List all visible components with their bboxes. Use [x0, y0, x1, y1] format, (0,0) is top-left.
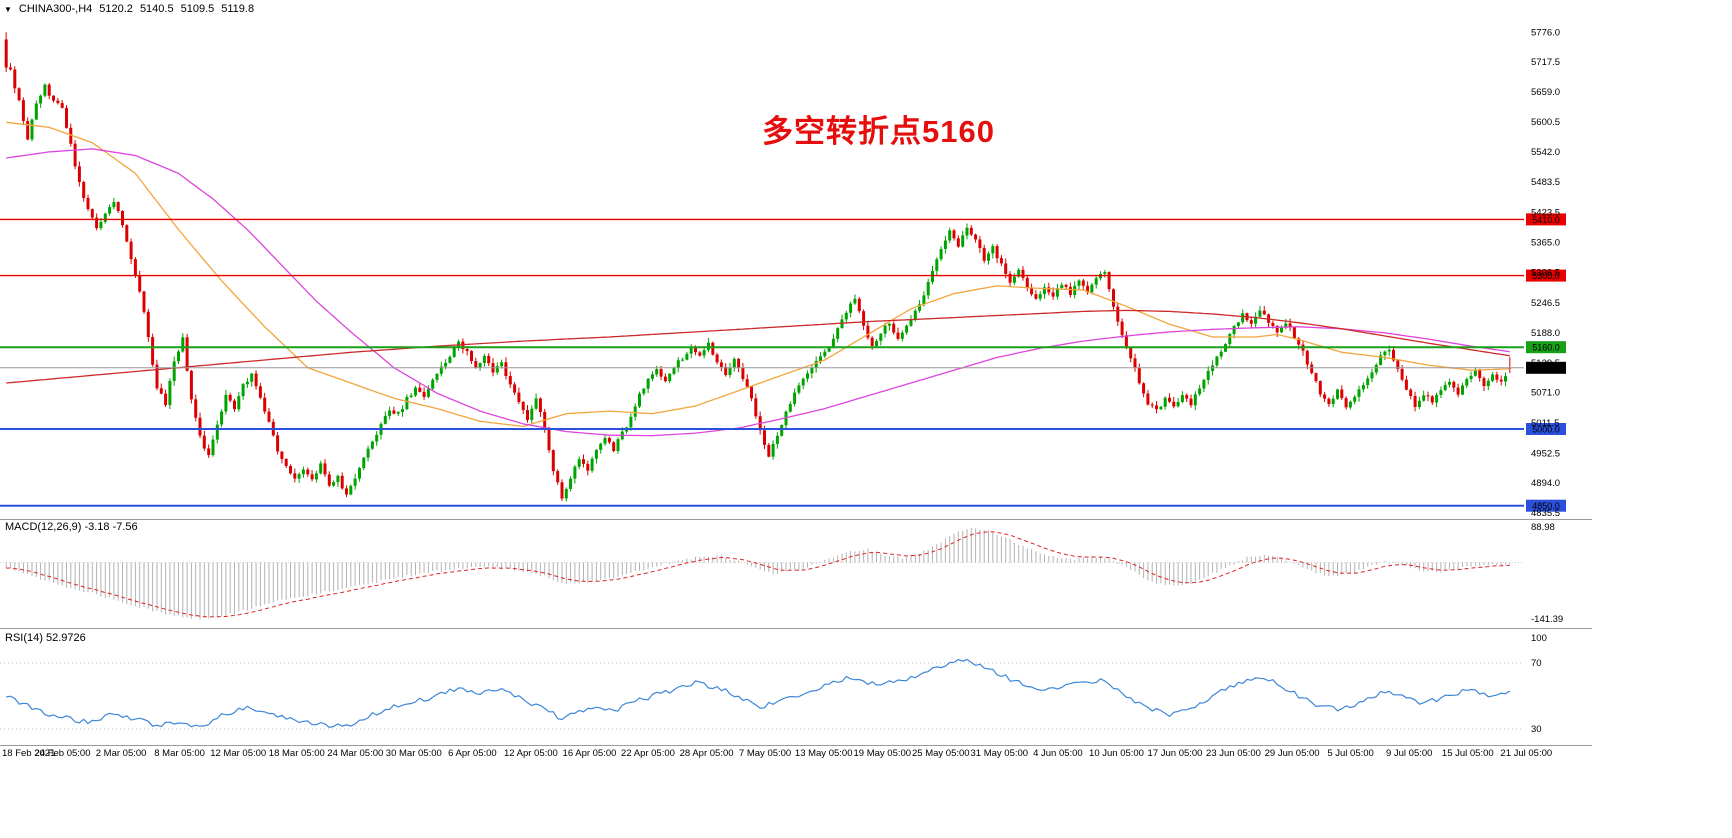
- price-axis-label: 5071.0: [1531, 388, 1560, 399]
- time-axis-label: 18 Feb 2021: [2, 748, 55, 759]
- price-axis-label: 5776.0: [1531, 27, 1560, 38]
- price-axis-tag: 5119.8: [1526, 361, 1566, 374]
- time-axis-label: 28 Apr 05:00: [680, 748, 734, 759]
- bar-high-value: 5140.5: [139, 3, 174, 15]
- rsi-line: [6, 658, 1511, 728]
- rsi-axis-label: 70: [1531, 658, 1542, 669]
- time-axis-label: 19 May 05:00: [854, 748, 912, 759]
- price-axis-label: 5246.5: [1531, 298, 1560, 309]
- svg-text:5300.0: 5300.0: [1532, 271, 1560, 281]
- time-axis-label: 12 Apr 05:00: [504, 748, 558, 759]
- svg-text:4850.0: 4850.0: [1532, 501, 1560, 511]
- price-axis-label: 4835.5: [1531, 508, 1560, 519]
- time-axis-label: 5 Jul 05:00: [1327, 748, 1373, 759]
- time-axis-label: 31 May 05:00: [971, 748, 1029, 759]
- ma-fast-orange-line: [6, 121, 1510, 428]
- price-axis-tag: 5000.0: [1526, 423, 1566, 435]
- bar-low-value: 5109.5: [180, 3, 215, 15]
- svg-text:5119.8: 5119.8: [1533, 363, 1560, 373]
- bar-close-value: 5119.8: [221, 3, 255, 15]
- price-axis-label: 4952.5: [1531, 448, 1560, 459]
- rsi-axis-label: 30: [1531, 724, 1542, 735]
- price-axis-label: 5717.5: [1531, 57, 1560, 68]
- time-axis-label: 18 Mar 05:00: [269, 748, 325, 759]
- time-axis-label: 9 Jul 05:00: [1386, 748, 1432, 759]
- price-axis-label: 5011.5: [1531, 418, 1559, 429]
- time-axis-label: 4 Jun 05:00: [1033, 748, 1083, 759]
- price-axis-label: 5542.0: [1531, 147, 1560, 158]
- price-axis-label: 4894.0: [1531, 478, 1560, 489]
- symbol-info-bar: ▼ CHINA300-,H4 5120.2 5140.5 5109.5 5119…: [4, 3, 254, 15]
- time-axis-label: 8 Mar 05:00: [154, 748, 205, 759]
- time-axis-label: 7 May 05:00: [739, 748, 791, 759]
- svg-text:5410.0: 5410.0: [1532, 215, 1560, 225]
- price-axis-tag: 5410.0: [1526, 213, 1566, 226]
- time-axis-label: 16 Apr 05:00: [563, 748, 617, 759]
- time-axis-label: 15 Jul 05:00: [1442, 748, 1494, 759]
- time-axis-label: 13 May 05:00: [795, 748, 853, 759]
- price-axis-label: 5129.5: [1531, 358, 1560, 369]
- time-axis-label: 12 Mar 05:00: [210, 748, 266, 759]
- price-axis-tag: 5160.0: [1526, 341, 1566, 354]
- bar-open-value: 5120.2: [99, 3, 133, 15]
- rsi-indicator-label: RSI(14) 52.9726: [5, 632, 86, 644]
- time-axis-label: 24 Mar 05:00: [327, 748, 383, 759]
- time-axis-label: 6 Apr 05:00: [448, 748, 497, 759]
- ma-mid-magenta-line: [6, 148, 1510, 437]
- macd-signal-line: [6, 531, 1510, 618]
- macd-axis-label: -141.39: [1531, 614, 1563, 625]
- time-axis-label: 10 Jun 05:00: [1089, 748, 1144, 759]
- svg-text:5160.0: 5160.0: [1532, 343, 1560, 353]
- time-axis-label: 22 Apr 05:00: [621, 748, 675, 759]
- macd-axis-label: 88.98: [1531, 522, 1555, 533]
- time-axis-label: 25 May 05:00: [912, 748, 970, 759]
- price-axis-label: 5423.5: [1531, 208, 1560, 219]
- chart-text-annotation[interactable]: 多空转折点5160: [762, 114, 995, 149]
- price-axis-label: 5600.5: [1531, 117, 1560, 128]
- price-axis-label: 5365.0: [1531, 237, 1560, 248]
- price-axis-label: 5188.0: [1531, 328, 1560, 339]
- time-axis-label: 2 Mar 05:00: [96, 748, 147, 759]
- symbol-period-label: CHINA300-,H4: [18, 3, 93, 15]
- macd-indicator-label: MACD(12,26,9) -3.18 -7.56: [5, 521, 138, 533]
- time-axis-label: 23 Jun 05:00: [1206, 748, 1261, 759]
- time-axis-label: 17 Jun 05:00: [1148, 748, 1203, 759]
- time-axis-label: 24 Feb 05:00: [35, 748, 91, 759]
- time-axis-label: 30 Mar 05:00: [386, 748, 442, 759]
- candles-layer: [4, 32, 1512, 502]
- svg-text:5000.0: 5000.0: [1532, 425, 1560, 435]
- collapse-triangle-icon[interactable]: ▼: [4, 4, 12, 14]
- price-axis-label: 5483.5: [1531, 177, 1560, 188]
- time-axis-label: 21 Jul 05:00: [1500, 748, 1552, 759]
- ma-slow-red-line: [6, 309, 1510, 384]
- macd-histogram: [5, 527, 1511, 620]
- price-axis-tag: 4850.0: [1526, 499, 1566, 512]
- rsi-axis-label: 100: [1531, 633, 1547, 644]
- price-axis-tag: 5300.0: [1526, 269, 1566, 282]
- price-axis-label: 5659.0: [1531, 87, 1560, 98]
- time-axis-label: 29 Jun 05:00: [1265, 748, 1320, 759]
- price-axis-label: 5306.5: [1531, 267, 1560, 278]
